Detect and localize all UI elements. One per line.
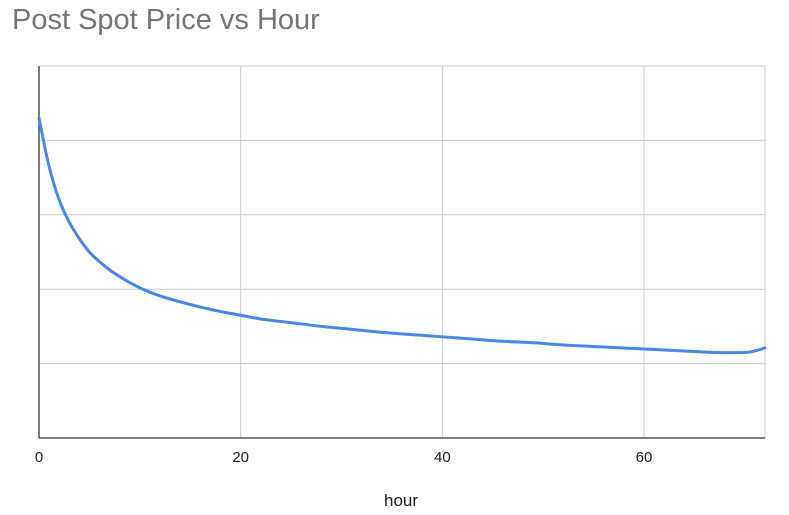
- x-tick-label: 60: [636, 449, 653, 466]
- x-tick-label: 40: [434, 449, 451, 466]
- chart-title: Post Spot Price vs Hour: [12, 4, 320, 36]
- x-tick-label: 0: [35, 449, 43, 466]
- series-line: [37, 116, 767, 355]
- horizontal-gridlines: [39, 65, 765, 365]
- vertical-gridlines: [240, 66, 766, 438]
- x-tick-label: 20: [232, 449, 249, 466]
- x-tick-labels: 0 20 40 60: [35, 449, 653, 466]
- x-axis-title: hour: [384, 491, 418, 510]
